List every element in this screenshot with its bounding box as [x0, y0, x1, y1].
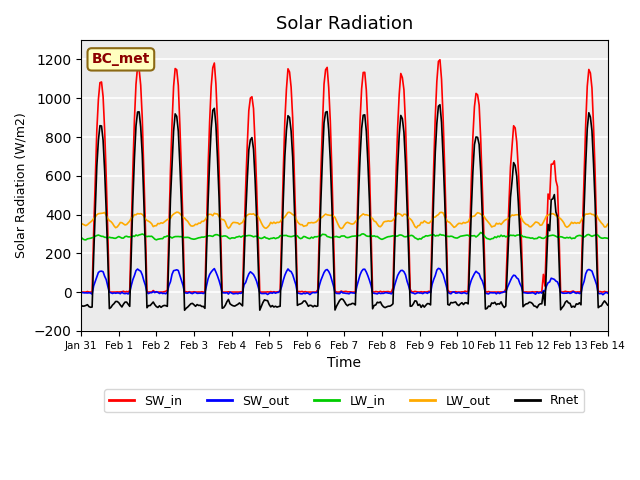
- SW_out: [240, 282, 248, 288]
- Rnet: [369, 306, 376, 312]
- Line: SW_in: SW_in: [81, 60, 607, 292]
- SW_out: [480, 283, 488, 289]
- SW_in: [369, 289, 376, 295]
- Line: SW_out: SW_out: [81, 268, 607, 295]
- Rnet: [499, 302, 506, 308]
- LW_out: [493, 220, 500, 226]
- LW_out: [173, 209, 180, 215]
- Line: LW_in: LW_in: [81, 232, 607, 240]
- LW_in: [77, 234, 85, 240]
- SW_in: [481, 288, 489, 294]
- SW_out: [604, 290, 611, 296]
- Text: BC_met: BC_met: [92, 52, 150, 66]
- LW_in: [477, 229, 484, 235]
- Rnet: [180, 307, 188, 313]
- LW_out: [77, 220, 85, 226]
- SW_out: [599, 292, 607, 298]
- Title: Solar Radiation: Solar Radiation: [276, 15, 413, 33]
- SW_out: [77, 290, 85, 296]
- Y-axis label: Solar Radiation (W/m2): Solar Radiation (W/m2): [15, 113, 28, 258]
- SW_out: [491, 290, 499, 296]
- SW_out: [435, 265, 442, 271]
- Legend: SW_in, SW_out, LW_in, LW_out, Rnet: SW_in, SW_out, LW_in, LW_out, Rnet: [104, 389, 584, 412]
- Rnet: [493, 302, 500, 308]
- LW_in: [369, 233, 376, 239]
- LW_in: [242, 233, 250, 239]
- LW_in: [481, 234, 489, 240]
- SW_in: [493, 289, 500, 295]
- LW_out: [481, 216, 489, 222]
- SW_in: [242, 184, 250, 190]
- SW_in: [604, 289, 611, 295]
- SW_out: [88, 291, 96, 297]
- Rnet: [88, 304, 96, 310]
- LW_in: [493, 235, 500, 240]
- LW_out: [242, 214, 250, 220]
- LW_in: [82, 237, 90, 243]
- X-axis label: Time: Time: [328, 356, 362, 370]
- SW_in: [77, 289, 85, 295]
- Line: LW_out: LW_out: [81, 212, 607, 228]
- SW_out: [497, 290, 505, 296]
- Rnet: [242, 213, 250, 219]
- SW_in: [79, 289, 86, 295]
- SW_out: [367, 283, 375, 288]
- LW_out: [604, 221, 611, 227]
- Rnet: [436, 102, 444, 108]
- LW_in: [499, 233, 506, 239]
- Rnet: [481, 306, 489, 312]
- LW_out: [337, 226, 345, 231]
- LW_in: [604, 235, 611, 241]
- LW_out: [371, 218, 378, 224]
- Line: Rnet: Rnet: [81, 105, 607, 310]
- Rnet: [77, 302, 85, 308]
- Rnet: [604, 302, 611, 308]
- LW_in: [90, 234, 97, 240]
- SW_in: [90, 228, 97, 233]
- SW_in: [436, 57, 444, 63]
- SW_in: [499, 289, 506, 295]
- LW_out: [499, 220, 506, 226]
- LW_out: [88, 218, 96, 224]
